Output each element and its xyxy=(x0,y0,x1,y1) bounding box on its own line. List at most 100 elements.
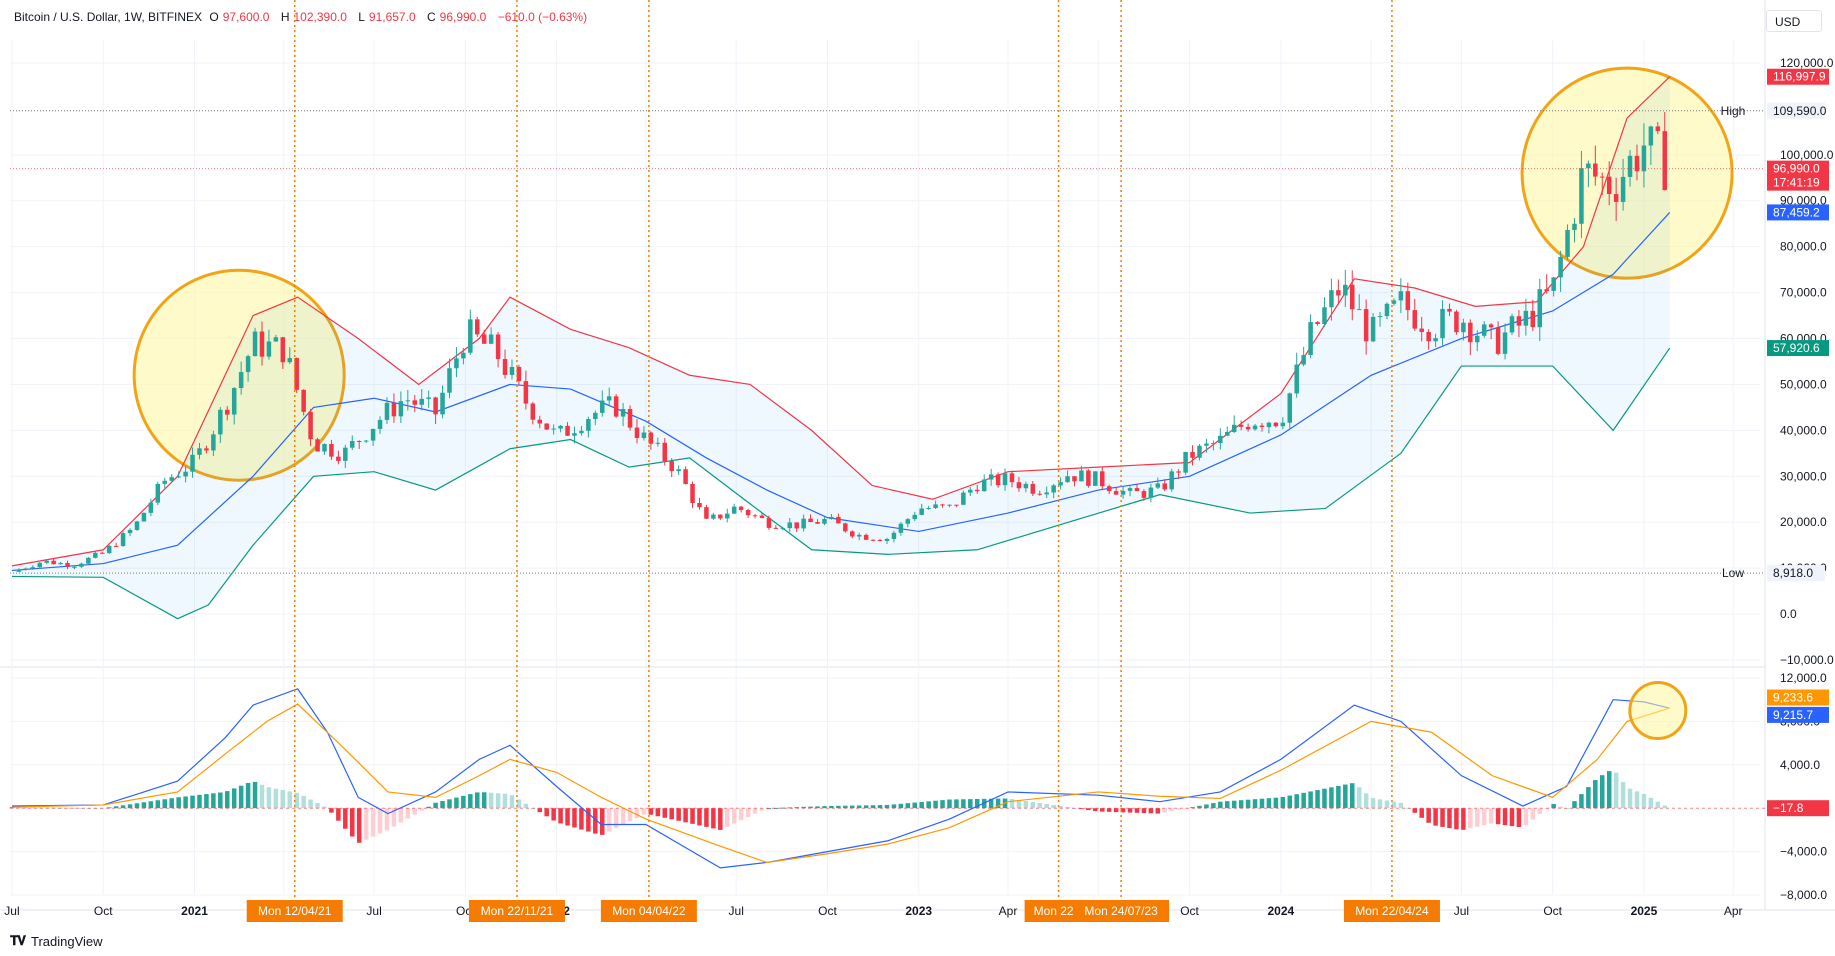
candle-body xyxy=(1634,155,1640,172)
candle-body xyxy=(718,514,723,519)
candle-body xyxy=(787,522,793,529)
candle-body xyxy=(287,358,293,363)
candle-body xyxy=(16,569,22,572)
reference-line-name: Low xyxy=(1722,566,1744,580)
candle-body xyxy=(127,529,133,534)
macd-histogram-bar xyxy=(1488,808,1494,824)
candle-body xyxy=(704,507,709,519)
macd-histogram-bar xyxy=(662,808,668,818)
candle-body xyxy=(1016,482,1022,489)
candle-body xyxy=(370,428,376,441)
macd-histogram-bar xyxy=(1190,807,1195,809)
currency-button[interactable]: USD xyxy=(1766,10,1822,32)
macd-histogram-bar xyxy=(1301,792,1306,809)
macd-histogram-bar xyxy=(829,805,834,809)
macd-histogram-bar xyxy=(1183,808,1188,810)
macd-histogram-bar xyxy=(1266,798,1272,809)
candle-body xyxy=(1231,424,1237,433)
macd-histogram-bar xyxy=(1502,808,1508,826)
macd-histogram-bar xyxy=(1461,808,1466,830)
macd-histogram-bar xyxy=(301,796,306,809)
candle-body xyxy=(606,396,612,401)
macd-histogram-bar xyxy=(669,808,674,820)
candle-body xyxy=(454,358,459,369)
macd-histogram-bar xyxy=(315,803,320,809)
ohlc-low: L 91,657.0 xyxy=(358,10,416,24)
candle-body xyxy=(669,461,674,472)
candle-body xyxy=(398,401,404,417)
macd-histogram-bar xyxy=(606,808,612,832)
candle-body xyxy=(620,408,626,417)
macd-histogram-bar xyxy=(794,807,799,809)
macd-histogram-bar xyxy=(1579,794,1584,809)
macd-histogram-bar xyxy=(1093,808,1098,812)
macd-histogram-bar xyxy=(405,808,411,819)
tradingview-brand[interactable]: 𝐓𝐕 TradingView xyxy=(10,933,103,949)
candle-body xyxy=(1190,451,1195,458)
candle-body xyxy=(537,419,543,424)
candle-body xyxy=(1218,435,1223,443)
candle-body xyxy=(65,563,70,567)
macd-histogram-bar xyxy=(1065,807,1070,809)
candle-body xyxy=(377,419,383,429)
candle-body xyxy=(662,442,668,462)
candle-body xyxy=(259,331,265,357)
date-marker-box xyxy=(1073,900,1170,922)
macd-histogram-bar xyxy=(1572,801,1577,809)
macd-histogram-bar xyxy=(190,795,195,809)
macd-histogram-bar xyxy=(697,808,702,826)
ohlc-change: −610.0 (−0.63%) xyxy=(497,10,588,24)
candle-body xyxy=(106,545,112,554)
macd-histogram-bar xyxy=(523,803,529,809)
ohlc-close: C 96,990.0 xyxy=(426,10,487,24)
candle-body xyxy=(1488,324,1494,328)
candle-body xyxy=(676,469,681,472)
candle-body xyxy=(877,539,883,542)
macd-histogram-bar xyxy=(711,808,716,829)
candle-body xyxy=(79,563,84,567)
macd-histogram-bar xyxy=(322,806,327,809)
candle-body xyxy=(961,492,966,505)
candle-body xyxy=(190,454,195,472)
macd-histogram-bar xyxy=(968,799,973,809)
candle-body xyxy=(1093,471,1098,486)
macd-histogram-bar xyxy=(731,808,737,824)
candle-body xyxy=(1245,426,1251,430)
candle-body xyxy=(1433,338,1438,342)
candle-body xyxy=(23,568,29,570)
candle-body xyxy=(780,528,786,530)
candle-body xyxy=(1183,451,1188,473)
candle-body xyxy=(1600,176,1605,178)
macd-value-label-box xyxy=(1767,706,1829,723)
candle-body xyxy=(822,518,827,524)
candle-body xyxy=(447,368,452,393)
macd-histogram-bar xyxy=(1148,808,1154,814)
candle-body xyxy=(1273,422,1279,427)
candle-body xyxy=(356,440,362,442)
macd-histogram-bar xyxy=(954,799,959,809)
date-marker-box xyxy=(246,900,343,922)
candle-body xyxy=(725,513,730,519)
reference-value-label: 109,590.0 xyxy=(1773,104,1827,118)
candle-body xyxy=(225,409,230,415)
macd-histogram-bar xyxy=(1336,785,1341,809)
macd-histogram-bar xyxy=(204,794,209,809)
macd-histogram-bar xyxy=(176,797,181,809)
candle-body xyxy=(1072,476,1077,482)
bollinger-band-fill xyxy=(11,76,1670,619)
macd-histogram-bar xyxy=(502,793,508,809)
candle-body xyxy=(1641,145,1647,172)
candle-body xyxy=(1606,176,1612,195)
price-tick-label: 30,000.0 xyxy=(1780,469,1827,483)
candle-body xyxy=(502,359,508,375)
time-tick-label: 2023 xyxy=(905,904,932,918)
macd-histogram-bar xyxy=(988,798,994,809)
candle-body xyxy=(162,480,168,484)
symbol-title: Bitcoin / U.S. Dollar, 1W, BITFINEX xyxy=(14,10,203,24)
candle-body xyxy=(1086,470,1091,486)
reference-value-box xyxy=(1767,565,1825,582)
candle-body xyxy=(1620,176,1626,202)
bollinger-lower-line xyxy=(11,347,1671,620)
candle-body xyxy=(1502,332,1508,354)
